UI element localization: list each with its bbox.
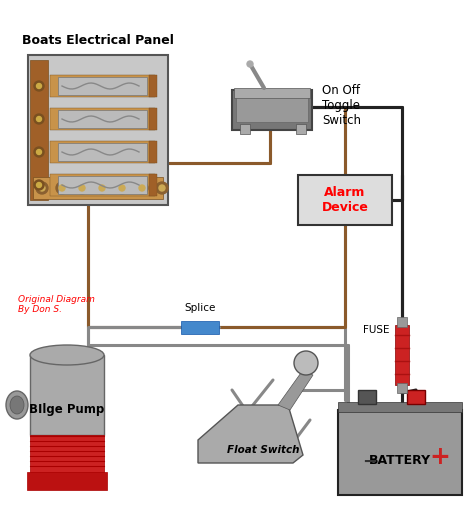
Ellipse shape [30,345,104,365]
Circle shape [116,182,128,194]
Bar [397,383,407,393]
Bar [240,124,250,134]
Circle shape [36,183,42,188]
Bar [50,108,155,130]
Ellipse shape [10,396,24,414]
Circle shape [119,185,125,191]
Text: Float Switch: Float Switch [227,445,299,455]
Circle shape [96,182,108,194]
Circle shape [56,182,68,194]
Bar [30,435,104,473]
Text: Original Diagram
By Don S.: Original Diagram By Don S. [18,295,95,314]
Circle shape [34,147,44,157]
Bar [28,55,168,205]
Bar [232,90,312,130]
Circle shape [139,185,145,191]
Text: BIlge Pump: BIlge Pump [29,404,105,416]
Circle shape [79,185,85,191]
Bar [149,75,157,97]
Bar [181,321,219,334]
Bar [30,355,104,435]
Text: Alarm
Device: Alarm Device [321,186,368,214]
Circle shape [156,182,168,194]
Bar [298,175,392,225]
Circle shape [76,182,88,194]
Circle shape [99,185,105,191]
Bar [30,60,48,200]
Text: Boats Electrical Panel: Boats Electrical Panel [22,34,174,47]
Bar [50,174,155,196]
Polygon shape [278,370,313,410]
Circle shape [247,61,253,67]
Circle shape [34,114,44,124]
Bar [58,176,147,194]
Bar [395,325,409,385]
Bar [234,88,310,98]
Text: On Off
Toggle
Switch: On Off Toggle Switch [322,85,361,128]
Bar [58,77,147,95]
Text: FUSE: FUSE [364,325,390,335]
Circle shape [34,81,44,91]
Ellipse shape [6,391,28,419]
Bar [296,124,306,134]
Circle shape [39,185,45,191]
Text: BATTERY: BATTERY [369,454,431,467]
Bar [33,177,163,199]
Circle shape [36,84,42,88]
Bar [149,141,157,163]
Circle shape [136,182,148,194]
Text: −: − [363,453,378,471]
Bar [397,317,407,327]
Bar [236,96,308,122]
Bar [338,402,462,412]
Circle shape [36,117,42,121]
Circle shape [36,182,48,194]
Bar [58,110,147,128]
Circle shape [59,185,65,191]
Circle shape [159,185,165,191]
Bar [27,472,107,490]
Circle shape [36,150,42,154]
Text: +: + [429,445,450,469]
Bar [407,390,425,404]
Bar [149,174,157,196]
Circle shape [294,351,318,375]
Bar [358,390,376,404]
Circle shape [34,180,44,190]
Bar [149,108,157,130]
Bar [50,141,155,163]
Bar [58,143,147,161]
Bar [338,410,462,495]
Text: Splice: Splice [184,303,216,313]
Bar [50,75,155,97]
Polygon shape [198,405,303,463]
